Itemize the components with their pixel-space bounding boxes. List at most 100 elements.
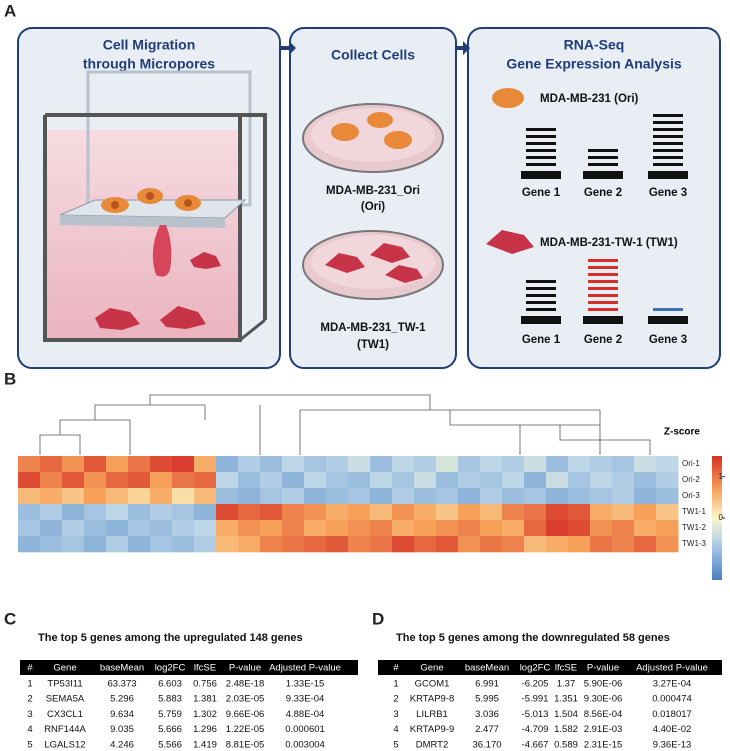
tables: The top 5 genes among the upregulated 14… bbox=[20, 632, 722, 750]
gene-line bbox=[526, 128, 556, 131]
heat-cell bbox=[128, 504, 151, 521]
table-cell: 2.477 bbox=[475, 724, 499, 735]
heat-cell bbox=[304, 488, 327, 505]
table-cell: 3 bbox=[393, 709, 398, 720]
gene-line bbox=[526, 149, 556, 152]
table-cell: 5 bbox=[27, 739, 32, 750]
table-cell: 6.991 bbox=[475, 679, 499, 690]
heat-cell bbox=[348, 536, 371, 553]
heat-cell bbox=[348, 504, 371, 521]
table-cell: 4.40E-02 bbox=[653, 724, 692, 735]
petri-dish bbox=[302, 103, 444, 300]
heat-cell bbox=[216, 456, 239, 473]
table-cell: RNF144A bbox=[44, 724, 86, 735]
heat-cell bbox=[62, 504, 85, 521]
heat-cell bbox=[216, 504, 239, 521]
table-cell: 0.589 bbox=[554, 739, 578, 750]
gene-line bbox=[653, 149, 683, 152]
heat-cell bbox=[238, 488, 261, 505]
heat-cell bbox=[458, 488, 481, 505]
heat-cell bbox=[414, 456, 437, 473]
heat-cell bbox=[370, 456, 393, 473]
gene-label: Gene 2 bbox=[584, 187, 622, 199]
row-label: TW1-3 bbox=[682, 539, 707, 548]
table-header: P-value bbox=[587, 663, 619, 674]
heat-cell bbox=[348, 488, 371, 505]
heat-cell bbox=[480, 504, 503, 521]
gene-base bbox=[521, 171, 561, 179]
gene-line bbox=[588, 156, 618, 159]
heat-cell bbox=[436, 488, 459, 505]
heat-cell bbox=[304, 456, 327, 473]
heat-cell bbox=[260, 488, 283, 505]
heat-cell bbox=[370, 472, 393, 489]
heat-cell bbox=[656, 456, 679, 473]
heat-cell bbox=[524, 472, 547, 489]
dish-label: (Ori) bbox=[361, 201, 385, 213]
table-cell: 9.30E-06 bbox=[584, 694, 623, 705]
heat-cell bbox=[590, 488, 613, 505]
gene-line bbox=[526, 287, 556, 290]
heat-cell bbox=[40, 520, 63, 537]
table-header: log2FC bbox=[155, 663, 186, 674]
heat-cell bbox=[304, 536, 327, 553]
table-cell: 0.003004 bbox=[285, 739, 325, 750]
heat-cell bbox=[590, 520, 613, 537]
heat-cell bbox=[480, 488, 503, 505]
heat-cell bbox=[18, 504, 41, 521]
heat-cell bbox=[612, 504, 635, 521]
table-cell: 2.31E-15 bbox=[584, 739, 623, 750]
heat-cell bbox=[62, 520, 85, 537]
colorbar bbox=[712, 456, 722, 580]
gene-bars bbox=[521, 114, 688, 324]
gene-line bbox=[653, 163, 683, 166]
box-title: Cell Migration bbox=[103, 37, 196, 53]
heat-cell bbox=[656, 472, 679, 489]
table-cell: 8.81E-05 bbox=[226, 739, 265, 750]
heat-cell bbox=[282, 472, 305, 489]
heat-cell bbox=[18, 456, 41, 473]
heat-cell bbox=[568, 520, 591, 537]
heat-cell bbox=[590, 536, 613, 553]
box-title: Gene Expression Analysis bbox=[506, 56, 682, 72]
heat-cell bbox=[590, 472, 613, 489]
heat-cell bbox=[502, 456, 525, 473]
heat-cell bbox=[128, 536, 151, 553]
heat-cell bbox=[414, 472, 437, 489]
heat-cell bbox=[656, 488, 679, 505]
heat-cell bbox=[590, 456, 613, 473]
heat-cell bbox=[480, 536, 503, 553]
heat-cell bbox=[194, 456, 217, 473]
heat-cell bbox=[216, 536, 239, 553]
heat-cell bbox=[238, 456, 261, 473]
heat-cell bbox=[524, 504, 547, 521]
heat-cell bbox=[326, 504, 349, 521]
table-cell: 1 bbox=[393, 679, 398, 690]
table-cell: 3.036 bbox=[475, 709, 499, 720]
heat-cell bbox=[150, 504, 173, 521]
table-cell: 63.373 bbox=[107, 679, 136, 690]
heat-cell bbox=[370, 488, 393, 505]
heat-cell bbox=[612, 456, 635, 473]
heat-cell bbox=[656, 520, 679, 537]
heat-cell bbox=[172, 520, 195, 537]
heat-cell bbox=[326, 488, 349, 505]
heat-cell bbox=[106, 536, 129, 553]
heat-cell bbox=[172, 488, 195, 505]
heat-cell bbox=[436, 504, 459, 521]
heat-cell bbox=[568, 472, 591, 489]
gene-line bbox=[653, 121, 683, 124]
heat-cell bbox=[326, 456, 349, 473]
gene-line bbox=[588, 149, 618, 152]
heat-cell bbox=[524, 488, 547, 505]
table-header: Adjusted P-value bbox=[636, 663, 708, 674]
heat-cell bbox=[304, 504, 327, 521]
table-cell: 8.56E-04 bbox=[584, 709, 623, 720]
table-cell: 1.33E-15 bbox=[286, 679, 325, 690]
gene-line bbox=[588, 280, 618, 283]
table-title: The top 5 genes among the upregulated 14… bbox=[38, 632, 303, 644]
table-cell: 3.27E-04 bbox=[653, 679, 692, 690]
heat-cell bbox=[260, 456, 283, 473]
table-cell: 3 bbox=[27, 709, 32, 720]
heat-cell bbox=[568, 504, 591, 521]
